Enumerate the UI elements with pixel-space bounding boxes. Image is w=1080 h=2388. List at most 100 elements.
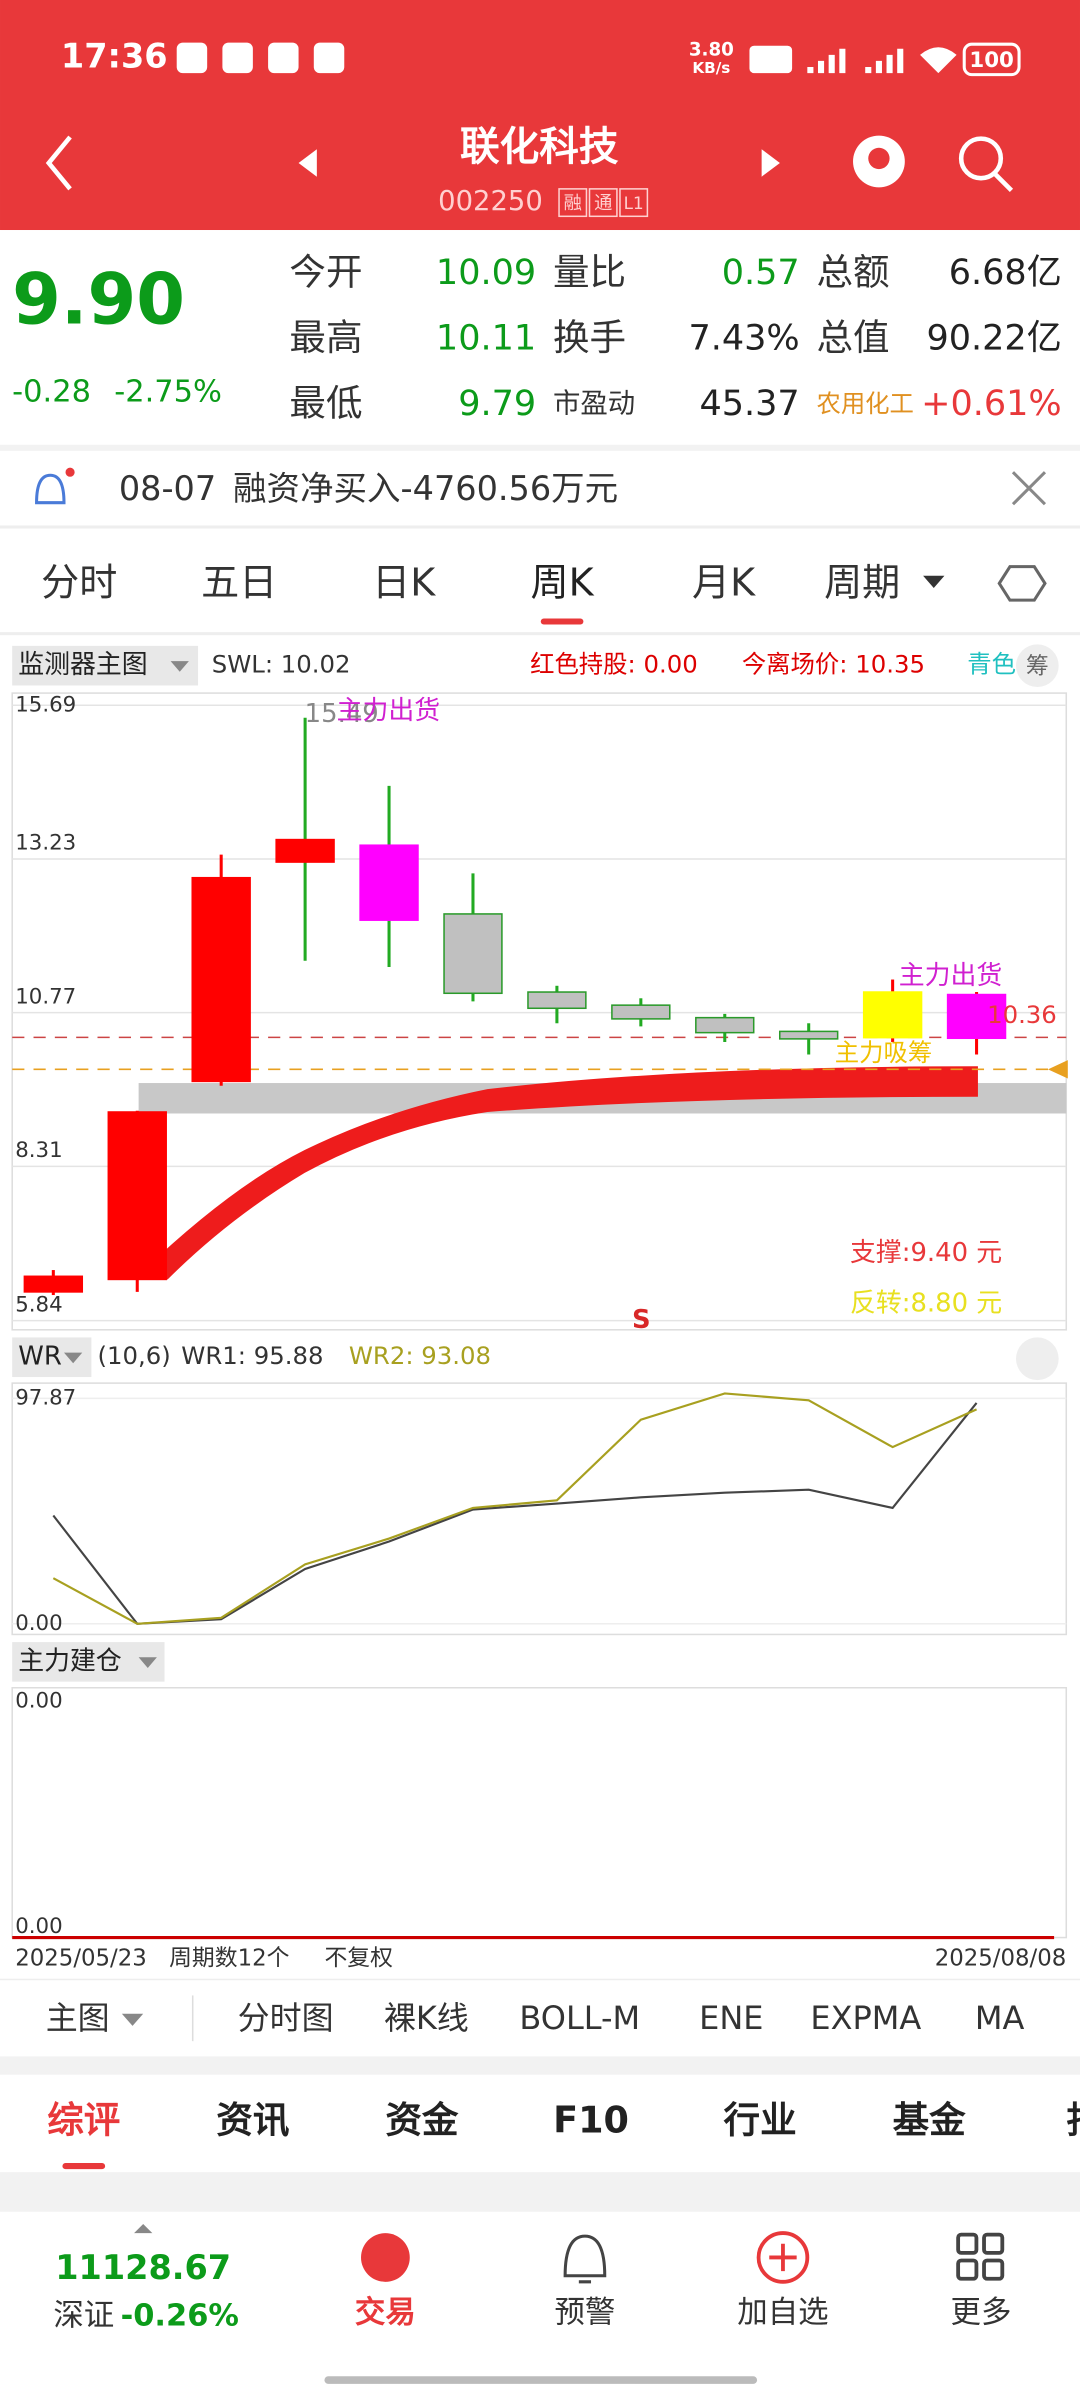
period-tab[interactable]: 周K [531, 560, 595, 604]
field-label: 最低 [289, 382, 362, 425]
period-tab[interactable]: 五日 [201, 560, 277, 604]
up-arrow [134, 2223, 153, 2234]
candle-body [611, 1004, 671, 1020]
settings-icon[interactable] [997, 565, 1047, 602]
annotation: 主力吸筹 [835, 1038, 932, 1067]
exit-value: 今离场价: 10.35 [742, 650, 925, 679]
field-value: 9.79 [458, 383, 536, 424]
chip-label[interactable]: 筹 [1026, 654, 1049, 680]
annotation: 10.36 [987, 1000, 1057, 1029]
annotation: 支撑:9.40 元 [850, 1238, 1002, 1268]
divider [0, 1978, 1080, 1981]
notice-text[interactable]: 融资净买入-4760.56万元 [233, 469, 618, 508]
dropdown-arrow [121, 2013, 144, 2026]
tag: 通 [594, 193, 612, 214]
indicator-option[interactable]: 主图 [46, 1999, 110, 2037]
end-date: 2025/08/08 [935, 1945, 1067, 1971]
net-speed-unit: KB/s [692, 59, 730, 77]
wr-name[interactable]: WR [18, 1342, 62, 1372]
field-label: 总值 [816, 316, 889, 359]
prev-stock[interactable] [298, 149, 317, 177]
dropdown-arrow [63, 1352, 83, 1364]
annotation: 反转:8.80 元 [850, 1288, 1002, 1318]
field-label: 市盈动 [553, 389, 635, 420]
wr-line [52, 1392, 978, 1625]
divider [0, 525, 1080, 529]
indicator-name[interactable]: 监测器主图 [18, 650, 147, 680]
field-value: 10.09 [436, 252, 536, 293]
dropdown-arrow [170, 661, 189, 672]
indicator-option[interactable]: 裸K线 [384, 1999, 469, 2037]
wr1-value: WR1: 95.88 [181, 1341, 323, 1370]
y-tick-label: 13.23 [15, 831, 76, 856]
field-label: 换手 [553, 316, 626, 359]
indicator-option[interactable]: MA [975, 1999, 1025, 2037]
index-pct[interactable]: -0.26% [121, 2298, 239, 2333]
indicator-option[interactable]: EXPMA [810, 1999, 921, 2037]
indicator-option[interactable]: 分时图 [238, 1999, 334, 2037]
home-indicator [324, 2376, 758, 2384]
back-button[interactable] [45, 135, 72, 191]
divider [0, 444, 1080, 451]
indicator-select[interactable] [12, 1642, 165, 1682]
battery: 100 [969, 48, 1014, 73]
indicator-option[interactable]: BOLL-M [519, 1999, 640, 2037]
stock-code: 002250 [438, 186, 543, 217]
expand-button[interactable] [1016, 1337, 1059, 1381]
search-icon[interactable] [958, 136, 1014, 193]
y-tick-label: 10.77 [15, 984, 76, 1009]
header-bg [0, 0, 1080, 231]
field-value: 90.22亿 [926, 318, 1061, 359]
field-value: 10.11 [436, 318, 536, 359]
next-stock[interactable] [761, 149, 780, 177]
wr2-value: WR2: 93.08 [349, 1341, 491, 1370]
info-tab[interactable]: F10 [553, 2098, 629, 2141]
info-tab[interactable]: 综评 [47, 2098, 120, 2141]
period-tab[interactable]: 月K [692, 560, 756, 604]
info-tab[interactable]: 行业 [724, 2098, 797, 2141]
build-bottom: 0.00 [15, 1914, 62, 1939]
period-tab[interactable]: 周期 [824, 560, 900, 604]
period-tab[interactable]: 分时 [41, 560, 117, 604]
indicator-option[interactable]: ENE [699, 1999, 763, 2037]
adjust-mode: 不复权 [324, 1945, 393, 1971]
active-tab-underline [540, 618, 584, 625]
field-label: 今开 [289, 251, 362, 294]
nav-icons [361, 2231, 1005, 2284]
chip-button[interactable] [1016, 644, 1059, 687]
indicator-select[interactable] [12, 645, 199, 686]
nav-item[interactable]: 更多 [951, 2295, 1012, 2330]
candle-body [527, 991, 587, 1010]
build-name[interactable]: 主力建仓 [18, 1646, 122, 1676]
nav-item[interactable]: 交易 [355, 2294, 416, 2330]
candle-body [191, 876, 251, 1083]
nav-item[interactable]: 预警 [554, 2295, 615, 2330]
build-top: 0.00 [15, 1688, 62, 1713]
candle-body [695, 1016, 755, 1034]
index-value[interactable]: 11128.67 [55, 2248, 231, 2287]
bell-icon [35, 467, 75, 505]
wr-params: (10,6) [97, 1341, 170, 1370]
period-tab[interactable]: 日K [372, 560, 436, 604]
candle-body [107, 1111, 167, 1281]
spacer [0, 2172, 1080, 2212]
period-count: 周期数12个 [169, 1945, 290, 1971]
index-name[interactable]: 深证 [53, 2298, 114, 2333]
assistant-icon[interactable] [853, 135, 905, 188]
candle-body [23, 1275, 84, 1293]
field-label: 总额 [816, 251, 889, 294]
price: 9.90 [12, 259, 185, 341]
info-tab[interactable]: 资讯 [216, 2098, 289, 2141]
change: -0.28 [12, 374, 91, 409]
info-tab[interactable]: 资金 [385, 2098, 459, 2141]
stock-tags [558, 188, 649, 218]
info-tab[interactable]: 基金 [893, 2098, 967, 2141]
field-label: 农用化工 [816, 389, 913, 418]
nav-item[interactable]: 加自选 [737, 2295, 828, 2330]
trend-ribbon [137, 1066, 978, 1280]
close-notice[interactable] [1011, 471, 1047, 506]
wr-line [52, 1402, 978, 1625]
clock: 17:36 [61, 36, 168, 75]
info-tab[interactable]: 扫 [1066, 2098, 1080, 2141]
